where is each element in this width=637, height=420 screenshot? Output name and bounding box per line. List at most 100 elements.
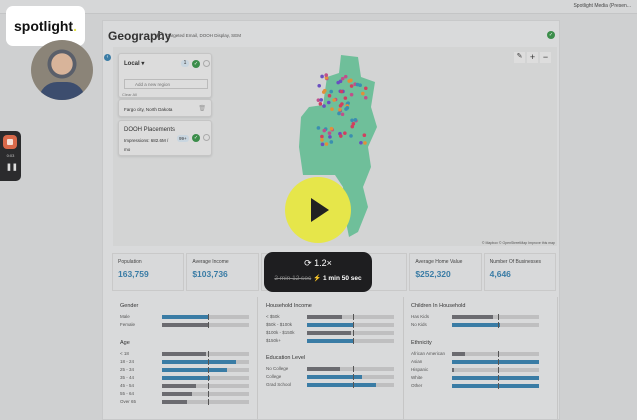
placement-marker[interactable] xyxy=(362,133,367,138)
stat-value: $103,736 xyxy=(192,269,228,279)
placement-marker[interactable] xyxy=(340,102,344,106)
placement-marker[interactable] xyxy=(317,84,322,88)
row-label: White xyxy=(411,375,423,380)
info-icon[interactable] xyxy=(203,60,210,67)
placement-marker[interactable] xyxy=(361,91,365,96)
bar-fill xyxy=(307,323,354,327)
trash-icon[interactable]: 🗑 xyxy=(198,106,206,112)
pause-button[interactable]: ❚❚ xyxy=(6,164,18,171)
placement-marker[interactable] xyxy=(340,112,345,117)
row-label: College xyxy=(266,374,282,379)
placement-marker[interactable] xyxy=(316,98,321,102)
bar-fill xyxy=(162,368,228,372)
placement-marker[interactable] xyxy=(326,100,331,105)
row-label: < $50k xyxy=(266,314,280,319)
clear-all-link[interactable]: Clear All xyxy=(122,92,137,97)
placement-marker[interactable] xyxy=(363,86,368,91)
placement-marker[interactable] xyxy=(316,126,321,130)
region-item: Fargo city, North Dakota 🗑 xyxy=(118,99,212,117)
zoom-in-button[interactable]: + xyxy=(527,52,538,63)
placement-marker[interactable] xyxy=(327,93,332,98)
speed-badge[interactable]: ⟳ 1.2× 2 min 12 sec ⚡ 1 min 50 sec xyxy=(264,252,372,292)
placement-marker[interactable] xyxy=(339,89,344,94)
collapse-icon[interactable]: ‹ xyxy=(104,54,111,61)
play-button[interactable] xyxy=(285,177,351,243)
placement-marker[interactable] xyxy=(339,134,343,138)
placement-marker[interactable] xyxy=(320,74,324,79)
placement-marker[interactable] xyxy=(322,128,327,133)
bar-fill xyxy=(162,315,209,319)
region-shape xyxy=(299,55,377,237)
spotlight-logo: spotlight. xyxy=(6,6,85,46)
placement-marker[interactable] xyxy=(328,135,332,139)
placement-marker[interactable] xyxy=(329,126,334,131)
placement-marker[interactable] xyxy=(323,88,327,93)
section-title: Household Income xyxy=(266,303,312,309)
placement-marker[interactable] xyxy=(329,140,334,144)
placement-marker[interactable] xyxy=(345,106,350,110)
placement-marker[interactable] xyxy=(324,142,329,146)
bar-fill xyxy=(452,360,539,364)
placement-marker[interactable] xyxy=(320,142,325,147)
benchmark-marker xyxy=(353,322,354,328)
top-bar: Spotlight Media (Presen... xyxy=(0,0,637,14)
placement-marker[interactable] xyxy=(343,74,348,79)
bar-fill xyxy=(162,400,188,404)
placement-marker[interactable] xyxy=(349,92,354,97)
region-name: Fargo city, North Dakota xyxy=(124,107,173,112)
local-dropdown[interactable]: Local ▾ xyxy=(124,61,145,67)
region-search-input[interactable] xyxy=(124,79,208,89)
stat-card: Population 163,759 xyxy=(112,253,185,291)
zoom-out-button[interactable]: − xyxy=(540,52,551,63)
placement-marker[interactable] xyxy=(349,134,353,138)
row-label: Male xyxy=(120,314,130,319)
placement-marker[interactable] xyxy=(329,89,334,94)
placement-marker[interactable] xyxy=(340,76,345,81)
bar-fill xyxy=(452,315,493,319)
placement-marker[interactable] xyxy=(332,98,336,102)
benchmark-marker xyxy=(353,382,354,388)
stat-card: Average Home Value $252,320 xyxy=(409,253,482,291)
placement-marker[interactable] xyxy=(363,141,367,145)
placement-marker[interactable] xyxy=(327,131,332,135)
benchmark-marker xyxy=(208,383,209,389)
placement-marker[interactable] xyxy=(337,111,341,116)
placement-marker[interactable] xyxy=(343,96,348,100)
placement-marker[interactable] xyxy=(338,107,342,112)
placement-marker[interactable] xyxy=(350,124,355,129)
bar-fill xyxy=(452,352,466,356)
edit-button[interactable]: ✎ xyxy=(514,52,525,63)
placement-marker[interactable] xyxy=(322,104,326,108)
placement-marker[interactable] xyxy=(320,138,324,142)
placement-marker[interactable] xyxy=(353,118,358,122)
row-label: Over 65 xyxy=(120,399,137,404)
stat-label: Number Of Businesses xyxy=(489,259,542,265)
placement-marker[interactable] xyxy=(336,80,340,85)
row-label: No Kids xyxy=(411,322,427,327)
placement-marker[interactable] xyxy=(318,102,323,106)
logo-text: spotlight xyxy=(14,18,74,34)
placement-marker[interactable] xyxy=(324,73,329,77)
benchmark-marker xyxy=(353,374,354,380)
placement-marker[interactable] xyxy=(343,131,347,135)
new-duration: 1 min 50 sec xyxy=(322,275,362,282)
improve-map-link[interactable]: Improve this map xyxy=(528,241,555,245)
demographic-bar xyxy=(307,374,394,380)
placement-marker[interactable] xyxy=(319,98,324,102)
placement-marker[interactable] xyxy=(330,107,334,111)
placement-marker[interactable] xyxy=(347,79,352,83)
upload-icon[interactable] xyxy=(203,134,210,141)
placement-marker[interactable] xyxy=(359,140,363,145)
page-subtitle: Targeted Email, DOOH Display, SEM xyxy=(167,33,241,38)
placement-marker[interactable] xyxy=(350,118,354,123)
stop-button[interactable] xyxy=(3,135,17,149)
row-label: $150k+ xyxy=(266,338,281,343)
placement-marker[interactable] xyxy=(351,122,356,126)
benchmark-marker xyxy=(208,314,209,320)
placement-marker[interactable] xyxy=(346,101,350,105)
placement-marker[interactable] xyxy=(349,84,354,88)
placement-marker[interactable] xyxy=(363,95,368,100)
info-icon[interactable] xyxy=(157,32,164,39)
placement-marker[interactable] xyxy=(320,134,324,139)
placement-marker[interactable] xyxy=(355,82,360,87)
